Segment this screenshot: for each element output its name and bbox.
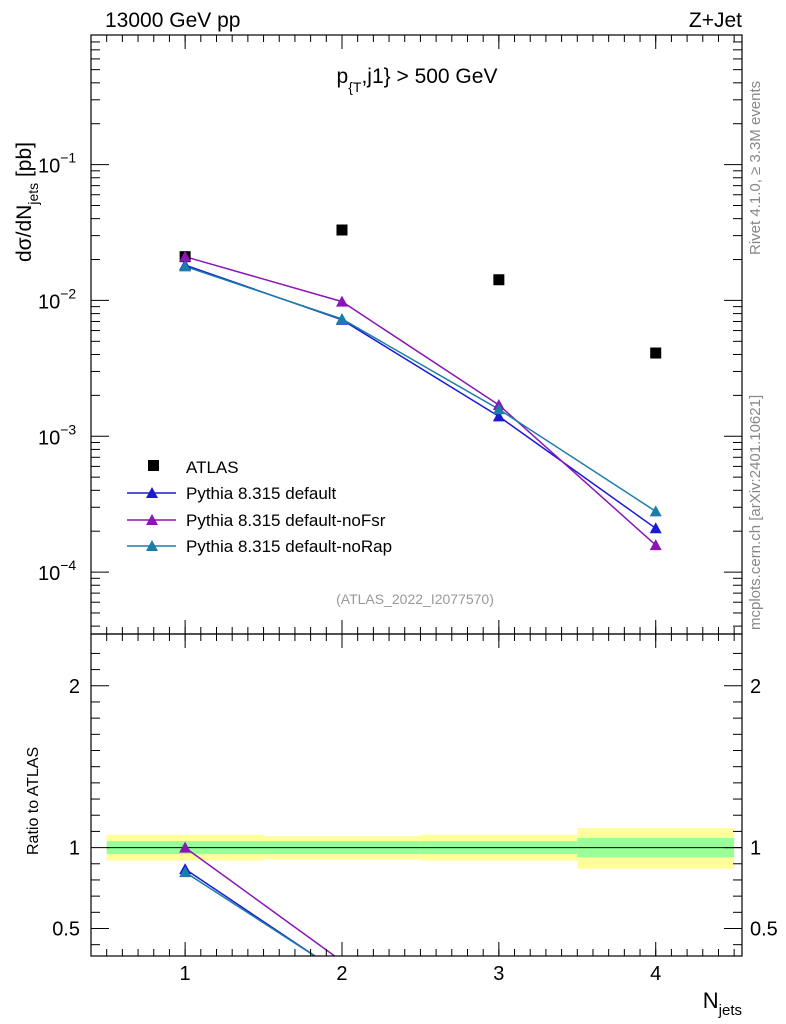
ratio-point-series-2 [179, 866, 192, 878]
main-point-series-3-2 [492, 403, 505, 415]
ratio-point-series-1 [179, 841, 192, 853]
main-atlas-point-2 [493, 274, 505, 286]
header-right: Z+Jet [689, 9, 742, 32]
legend-atlas-label: ATLAS [186, 458, 239, 477]
rivet-label: Rivet 4.1.0, ≥ 3.3M events [747, 81, 764, 255]
ratio-line-series-1 [184, 846, 336, 956]
main-point-series-2-3 [649, 539, 662, 551]
mcplots-label: mcplots.cern.ch [arXiv:2401.10621] [747, 395, 764, 630]
ratio-xtick-label-3: 3 [493, 963, 504, 985]
ratio-ytick-label-0: 0.5 [52, 918, 80, 940]
ratio-ytick-label-right-1: 1 [750, 838, 761, 860]
main-atlas-point-1 [336, 224, 348, 236]
legend-default-label: Pythia 8.315 default [186, 484, 337, 503]
main-ytick-label-2: 10−2 [38, 285, 76, 313]
main-panel: 10−4 10−3 10−2 10−1 p{T,j1} > 500 GeV dσ/dN… [13, 34, 743, 635]
legend-nofsr-label: Pythia 8.315 default-noFsr [186, 511, 386, 530]
main-point-series-3-1 [335, 312, 348, 324]
main-ylabel: dσ/dNjets [pb] [13, 142, 41, 262]
ratio-ytick-label-right-0: 0.5 [750, 918, 778, 940]
header-left: 13000 GeV pp [105, 9, 240, 32]
main-ytick-label-0: 10−4 [38, 557, 76, 585]
ratio-ytick-label-right-2: 2 [750, 676, 761, 698]
main-atlas-point-3 [650, 347, 662, 359]
main-point-series-2-1 [335, 295, 348, 307]
ratio-panel: 1 2 3 4 0.5 0.5 1 1 2 2 Ratio to ATLAS Njets [25, 633, 778, 1019]
main-line-series-2 [184, 255, 657, 546]
ratio-ytick-label-2: 2 [69, 676, 80, 698]
ratio-xtick-label-2: 2 [336, 963, 347, 985]
main-ytick-label-3: 10−1 [38, 150, 76, 178]
ratio-ytick-label-1: 1 [69, 838, 80, 860]
main-point-series-1-2 [492, 410, 505, 422]
main-point-series-2-0 [179, 250, 192, 262]
legend-atlas-marker [148, 460, 159, 471]
main-title: p{T,j1} > 500 GeV [337, 65, 498, 95]
legend-nofsr-marker [146, 514, 158, 525]
ratio-ylabel: Ratio to ATLAS [25, 747, 42, 855]
analysis-watermark: (ATLAS_2022_I2077570) [336, 591, 494, 607]
main-point-series-1-3 [649, 522, 662, 534]
legend-norap-marker [146, 540, 158, 551]
main-point-series-3-0 [179, 260, 192, 272]
legend: ATLAS Pythia 8.315 default Pythia 8.315 … [127, 458, 392, 556]
ratio-xlabel: Njets [703, 988, 742, 1019]
main-point-series-3-3 [649, 505, 662, 517]
legend-default-marker [146, 487, 158, 498]
ratio-frame [90, 633, 743, 957]
main-line-series-3 [184, 265, 657, 512]
legend-norap-label: Pythia 8.315 default-noRap [186, 537, 392, 556]
ratio-xtick-label-4: 4 [650, 963, 661, 985]
ratio-xtick-label-1: 1 [180, 963, 191, 985]
main-ytick-label-1: 10−3 [38, 421, 76, 449]
ratio-line-series-0 [184, 868, 317, 956]
ratio-line-series-2 [184, 871, 317, 956]
